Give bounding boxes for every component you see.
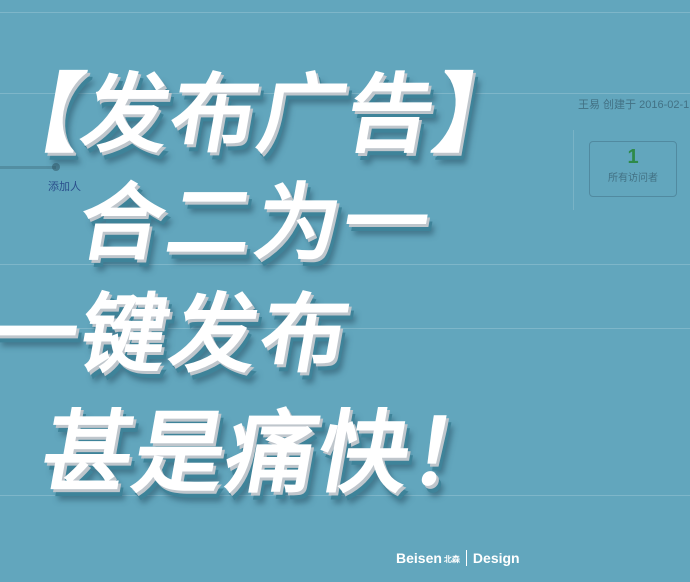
headline-line-3: 一键发布: [0, 285, 361, 385]
headline-line-2: 合二为一: [71, 174, 441, 272]
created-meta: 王易 创建于 2016-02-1: [578, 99, 690, 111]
visitor-stat-card: 1 所有访问者: [589, 141, 677, 197]
brand-logo: Beisen 北森 Design: [396, 550, 520, 566]
divider: [573, 130, 574, 210]
brand-name-cn: 北森: [443, 555, 460, 564]
brand-name: Beisen: [396, 550, 442, 566]
brand-separator: [465, 550, 467, 566]
divider: [0, 12, 690, 13]
visitor-count: 1: [627, 146, 639, 168]
brand-suffix: Design: [472, 550, 520, 566]
divider: [0, 495, 690, 496]
divider: [0, 328, 690, 329]
divider: [0, 93, 690, 94]
slider-track[interactable]: [0, 166, 56, 169]
headline-line-4: 甚是痛快！: [33, 401, 513, 506]
slider-knob[interactable]: [52, 163, 60, 171]
headline-line-1: 【发布广告】: [0, 65, 533, 165]
visitor-label: 所有访问者: [608, 173, 658, 184]
add-person-link[interactable]: 添加人: [48, 181, 81, 193]
divider: [0, 264, 690, 265]
